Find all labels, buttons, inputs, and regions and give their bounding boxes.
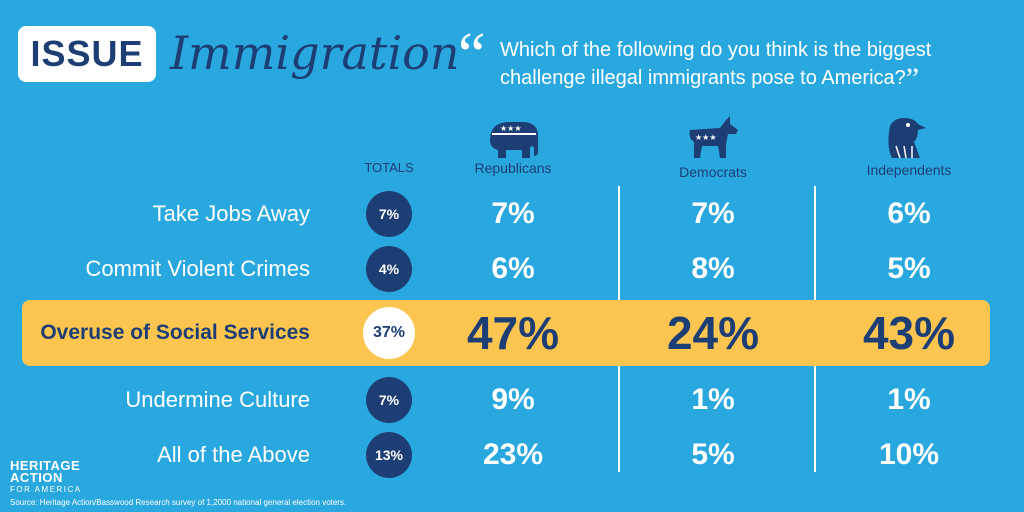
total-circle: 13% <box>366 432 412 478</box>
total-circle: 7% <box>366 377 412 423</box>
survey-question: Which of the following do you think is t… <box>500 36 1020 95</box>
table-row: Take Jobs Away 7% 7% 7% 6% <box>0 186 1024 242</box>
column-header-democrats: Democrats <box>679 164 747 180</box>
table-row: Commit Violent Crimes 4% 6% 8% 5% <box>0 241 1024 297</box>
total-circle: 7% <box>366 191 412 237</box>
independents-value: 5% <box>887 252 931 285</box>
independents-value: 6% <box>887 197 931 230</box>
independents-value: 10% <box>878 438 940 471</box>
close-quote-mark: ” <box>905 62 920 95</box>
logo-line: FOR AMERICA <box>10 485 82 494</box>
total-circle: 4% <box>366 246 412 292</box>
independents-value: 1% <box>887 383 931 416</box>
democrats-value: 1% <box>691 383 735 416</box>
republicans-value: 47% <box>466 307 560 359</box>
row-label: Undermine Culture <box>125 387 310 412</box>
topic-title: Immigration <box>170 26 460 80</box>
logo-line: HERITAGE <box>10 458 81 473</box>
total-circle: 37% <box>363 307 415 359</box>
column-header-independents: Independents <box>866 162 952 178</box>
table-row: Undermine Culture 7% 9% 1% 1% <box>0 372 1024 428</box>
independents-value: 43% <box>862 307 956 359</box>
eagle-icon <box>888 118 926 159</box>
row-label: Overuse of Social Services <box>40 321 310 344</box>
row-label: Commit Violent Crimes <box>85 256 310 281</box>
issue-badge: ISSUE <box>18 26 156 82</box>
row-label: All of the Above <box>157 442 310 467</box>
question-text: Which of the following do you think is t… <box>500 39 932 89</box>
republicans-value: 6% <box>491 252 535 285</box>
democrats-value: 5% <box>691 438 735 471</box>
source-note: Source: Heritage Action/Basswood Researc… <box>10 498 347 507</box>
table-row-highlighted: Overuse of Social Services 37% 47% 24% 4… <box>0 305 1024 361</box>
democrats-value: 7% <box>691 197 735 230</box>
highlight-bar <box>22 300 990 366</box>
republicans-value: 7% <box>491 197 535 230</box>
column-header-republicans: Republicans <box>474 160 552 176</box>
svg-text:★★★: ★★★ <box>695 133 717 142</box>
heritage-action-logo: HERITAGE ACTION FOR AMERICA <box>10 458 82 496</box>
table-row: All of the Above 13% 23% 5% 10% <box>0 427 1024 483</box>
democrats-value: 8% <box>691 252 735 285</box>
column-header-totals: TOTALS <box>364 160 414 175</box>
elephant-icon: ★★★ <box>490 122 538 158</box>
donkey-icon: ★★★ <box>689 116 738 158</box>
logo-line: ACTION <box>10 470 63 485</box>
svg-text:★★★: ★★★ <box>500 124 522 133</box>
republicans-value: 23% <box>482 438 544 471</box>
row-label: Take Jobs Away <box>152 201 310 226</box>
republicans-value: 9% <box>491 383 535 416</box>
democrats-value: 24% <box>666 307 760 359</box>
open-quote-mark: “ <box>458 21 486 89</box>
